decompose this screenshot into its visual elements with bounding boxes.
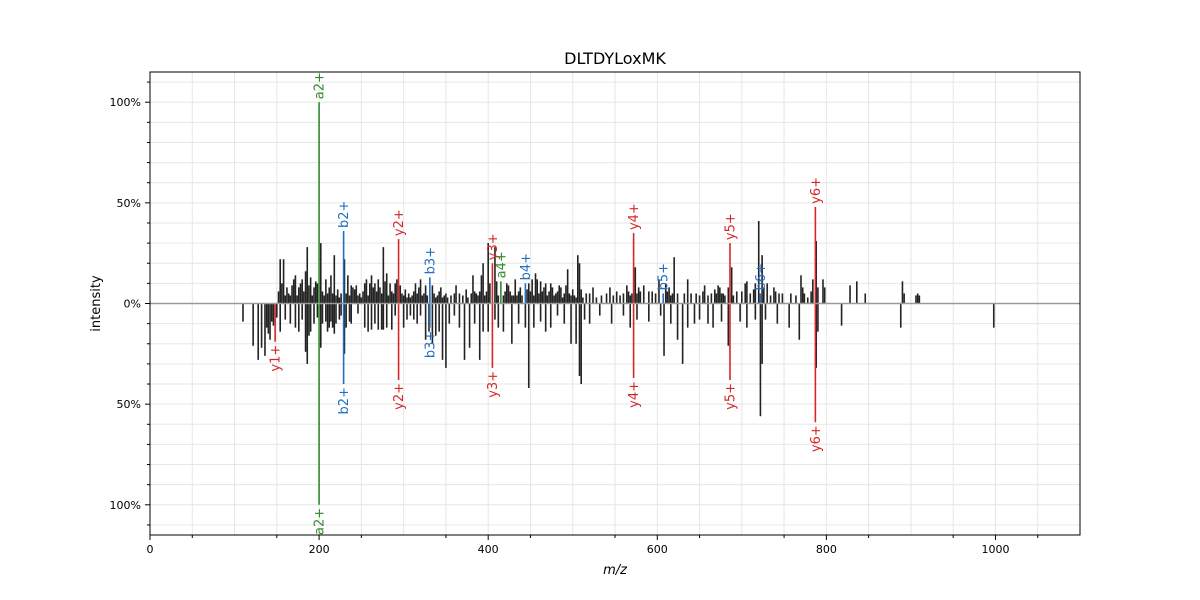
- ion-label-top-y5+: y5+: [723, 213, 738, 240]
- y-axis-label: intensity: [89, 275, 104, 332]
- ion-label-top-b5+: b5+: [657, 263, 672, 290]
- ion-label-top-a4+: a4+: [494, 251, 509, 278]
- peaks: [242, 102, 995, 505]
- ion-label-top-b3+: b3+: [423, 247, 438, 274]
- x-tick-label: 400: [478, 543, 499, 556]
- ion-label-bottom-b2+: b2+: [337, 387, 352, 414]
- ion-label-top-y2+: y2+: [392, 209, 407, 236]
- x-tick-label: 1000: [981, 543, 1009, 556]
- ion-label-top-a2+: a2+: [313, 72, 328, 99]
- ion-label-bottom-y4+: y4+: [627, 381, 642, 408]
- ion-label-bottom-y3+: y3+: [486, 371, 501, 398]
- ion-label-top-y6+: y6+: [809, 177, 824, 204]
- y-tick-label: 100%: [110, 499, 141, 512]
- ion-label-top-y3+: y3+: [486, 233, 501, 260]
- x-tick-label: 800: [816, 543, 837, 556]
- y-tick-label: 50%: [117, 197, 141, 210]
- chart-title: DLTDYLoxMK: [564, 49, 666, 68]
- ion-label-top-y4+: y4+: [627, 203, 642, 230]
- x-axis-label: m/z: [603, 563, 628, 578]
- y-tick-label: 50%: [117, 398, 141, 411]
- ion-label-bottom-b3+: b3+: [423, 331, 438, 358]
- x-tick-label: 600: [647, 543, 668, 556]
- ion-label-bottom-y1+: y1+: [269, 345, 284, 372]
- ion-label-bottom-y6+: y6+: [809, 425, 824, 452]
- ion-label-bottom-y5+: y5+: [723, 383, 738, 410]
- axis-ticks: 0 200 400 600 800 1000 100% 50% 0% 50% 100%: [110, 81, 1039, 556]
- ion-label-top-b2+: b2+: [337, 201, 352, 228]
- ion-label-bottom-a2+: a2+: [313, 508, 328, 535]
- ion-label-top-b4+: b4+: [519, 253, 534, 280]
- ion-label-top-b6+: b6+: [754, 263, 769, 290]
- y-tick-label: 0%: [124, 298, 141, 311]
- ion-label-bottom-y2+: y2+: [392, 383, 407, 410]
- ion-labels: a2+a2+b2+b2+y2+y2+b3+b3+y3+y3+a4+ b4+y4+y…: [269, 72, 824, 535]
- x-tick-label: 200: [309, 543, 330, 556]
- y-tick-label: 100%: [110, 96, 141, 109]
- x-tick-label: 0: [147, 543, 154, 556]
